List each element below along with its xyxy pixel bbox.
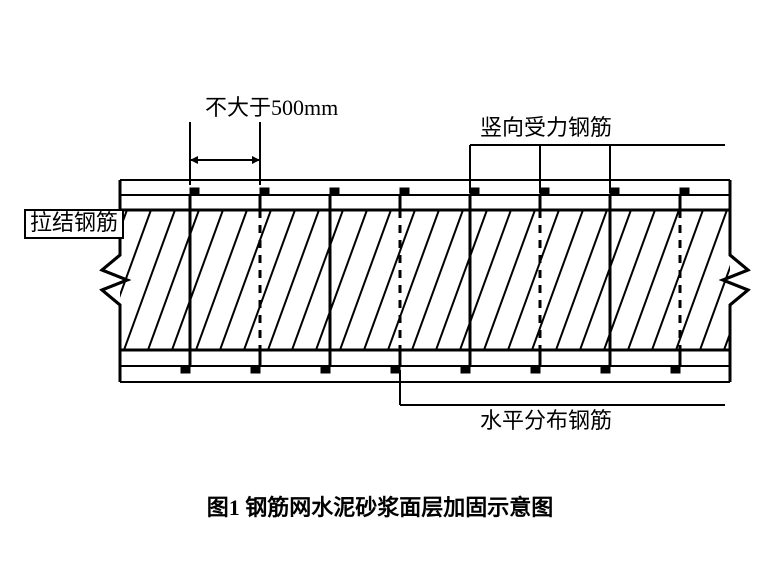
reinforcement-diagram: 不大于500mm 竖向受力钢筋拉结钢筋水平分布钢筋 (0, 0, 760, 567)
callout-vertical-rebar: 竖向受力钢筋 (480, 115, 612, 140)
callout-horizontal-rebar: 水平分布钢筋 (480, 408, 612, 433)
dimension-label: 不大于500mm (205, 95, 338, 120)
callout-tie-rebar: 拉结钢筋 (30, 210, 118, 235)
figure-caption: 图1 钢筋网水泥砂浆面层加固示意图 (0, 490, 760, 522)
